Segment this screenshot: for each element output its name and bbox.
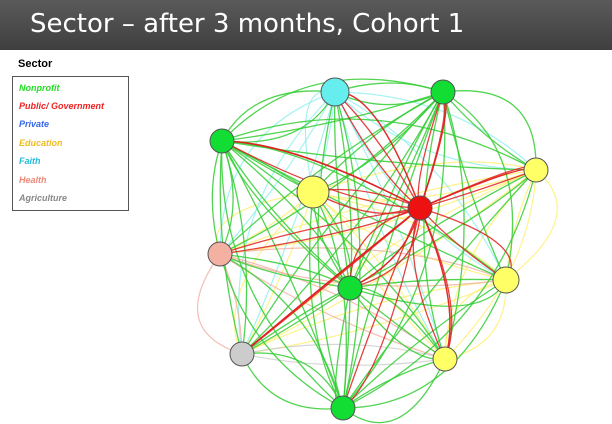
edge-edu-right-top-agri-lower-left — [241, 169, 537, 355]
edge-np-left-edu-right — [221, 140, 507, 281]
legend-box: Nonprofit Public/ Government Private Edu… — [12, 76, 129, 211]
edge-edu-right-np-bottom — [342, 279, 507, 409]
edge-edu-right-top-np-center — [349, 169, 537, 289]
edge-np-top-right-edu-right — [442, 91, 514, 281]
legend-item-faith: Faith — [19, 156, 41, 166]
edge-np-left-edu-bottom-right — [221, 140, 446, 360]
edge-edu-upper-mid-np-bottom — [309, 191, 344, 409]
node-faith-top — [320, 77, 350, 107]
node-edu-right — [492, 266, 520, 294]
node-edu-bottom-right — [432, 346, 458, 372]
edge-health-left-np-bottom — [219, 253, 344, 409]
edge-np-top-right-health-left — [219, 91, 444, 255]
edge-edu-right-top-np-bottom — [342, 169, 537, 409]
node-health-left — [207, 241, 233, 267]
edge-faith-top-np-center — [334, 91, 351, 289]
edge-np-top-right-edu-right-top — [442, 91, 537, 171]
edge-health-left-agri-lower-left — [197, 253, 243, 355]
legend-item-agriculture: Agriculture — [19, 193, 68, 203]
network-edges — [197, 78, 558, 424]
edge-health-left-np-bottom — [219, 253, 344, 409]
edge-agri-lower-left-edu-bottom-right — [241, 353, 446, 366]
legend-item-nonprofit: Nonprofit — [19, 83, 60, 93]
edge-edu-right-top-np-bottom — [342, 169, 537, 409]
edge-np-top-right-np-bottom — [342, 91, 446, 409]
edge-edu-bottom-right-np-bottom — [342, 358, 446, 424]
edge-gov-center-np-left-strong — [221, 140, 421, 209]
edge-np-left-np-bottom — [221, 140, 344, 409]
edge-np-center-edu-right — [349, 278, 507, 289]
edge-gov-center-np-bottom — [342, 207, 421, 409]
edge-gov-center-edu-bottom-right-strong — [419, 207, 451, 360]
edge-health-left-edu-right — [219, 247, 507, 281]
edge-faith-top-agri-lower-left — [241, 91, 336, 355]
edge-np-top-right-edu-right — [442, 91, 507, 281]
title-bar: Sector – after 3 months, Cohort 1 — [0, 0, 612, 50]
edge-faith-top-gov-center — [334, 91, 421, 209]
slide-title: Sector – after 3 months, Cohort 1 — [30, 9, 465, 39]
node-np-center — [337, 275, 363, 301]
legend-item-public-government: Public/ Government — [19, 101, 105, 111]
legend-item-private: Private — [19, 119, 50, 129]
edge-np-top-right-np-bottom — [342, 91, 444, 409]
edge-np-left-agri-lower-left — [221, 140, 248, 355]
edge-gov-center-np-center — [349, 207, 421, 289]
edge-faith-top-np-top-right — [334, 91, 444, 106]
legend-heading: Sector — [18, 58, 53, 70]
edge-np-left-np-center — [221, 140, 351, 289]
edge-np-top-right-agri-lower-left — [241, 91, 444, 355]
edge-np-left-edu-bottom-right — [221, 140, 446, 360]
edge-np-top-right-edu-right-top — [442, 90, 537, 171]
network-nodes — [207, 77, 549, 421]
edge-faith-top-np-left — [221, 90, 336, 142]
node-np-left — [209, 128, 235, 154]
edge-np-left-np-bottom — [221, 140, 344, 409]
edge-np-left-edu-right-top — [221, 118, 537, 171]
edge-np-left-gov-center — [221, 140, 421, 209]
node-np-bottom — [330, 395, 356, 421]
node-gov-center — [407, 195, 433, 221]
edge-np-top-right-edu-bottom-right — [423, 91, 446, 360]
legend-item-health: Health — [19, 175, 47, 185]
edge-edu-upper-mid-edu-right-top — [312, 161, 537, 193]
node-agri-lower-left — [229, 341, 255, 367]
edge-edu-right-np-bottom — [342, 279, 507, 409]
node-edu-right-top — [523, 157, 549, 183]
legend-item-education: Education — [19, 138, 63, 148]
edge-gov-center-np-bottom — [342, 207, 421, 409]
node-edu-upper-mid — [296, 175, 330, 209]
edge-gov-center-agri-lower-left-strong — [241, 207, 421, 355]
edge-np-top-right-np-center — [349, 91, 444, 289]
edge-agri-lower-left-np-bottom — [241, 353, 344, 410]
node-np-top-right — [430, 79, 456, 105]
edge-np-top-right-edu-bottom-right — [442, 91, 465, 360]
edge-edu-right-top-edu-right — [505, 169, 558, 281]
edge-edu-upper-mid-agri-lower-left — [241, 191, 314, 355]
edge-np-top-right-np-left — [221, 91, 444, 142]
edge-faith-top-np-bottom — [317, 91, 344, 409]
edge-np-top-right-np-left — [221, 78, 444, 142]
edge-gov-center-np-center — [349, 207, 421, 289]
edge-agri-lower-left-edu-bottom-right — [241, 343, 446, 360]
edge-agri-lower-left-np-bottom — [241, 352, 344, 409]
edge-gov-center-health-left — [219, 207, 421, 255]
